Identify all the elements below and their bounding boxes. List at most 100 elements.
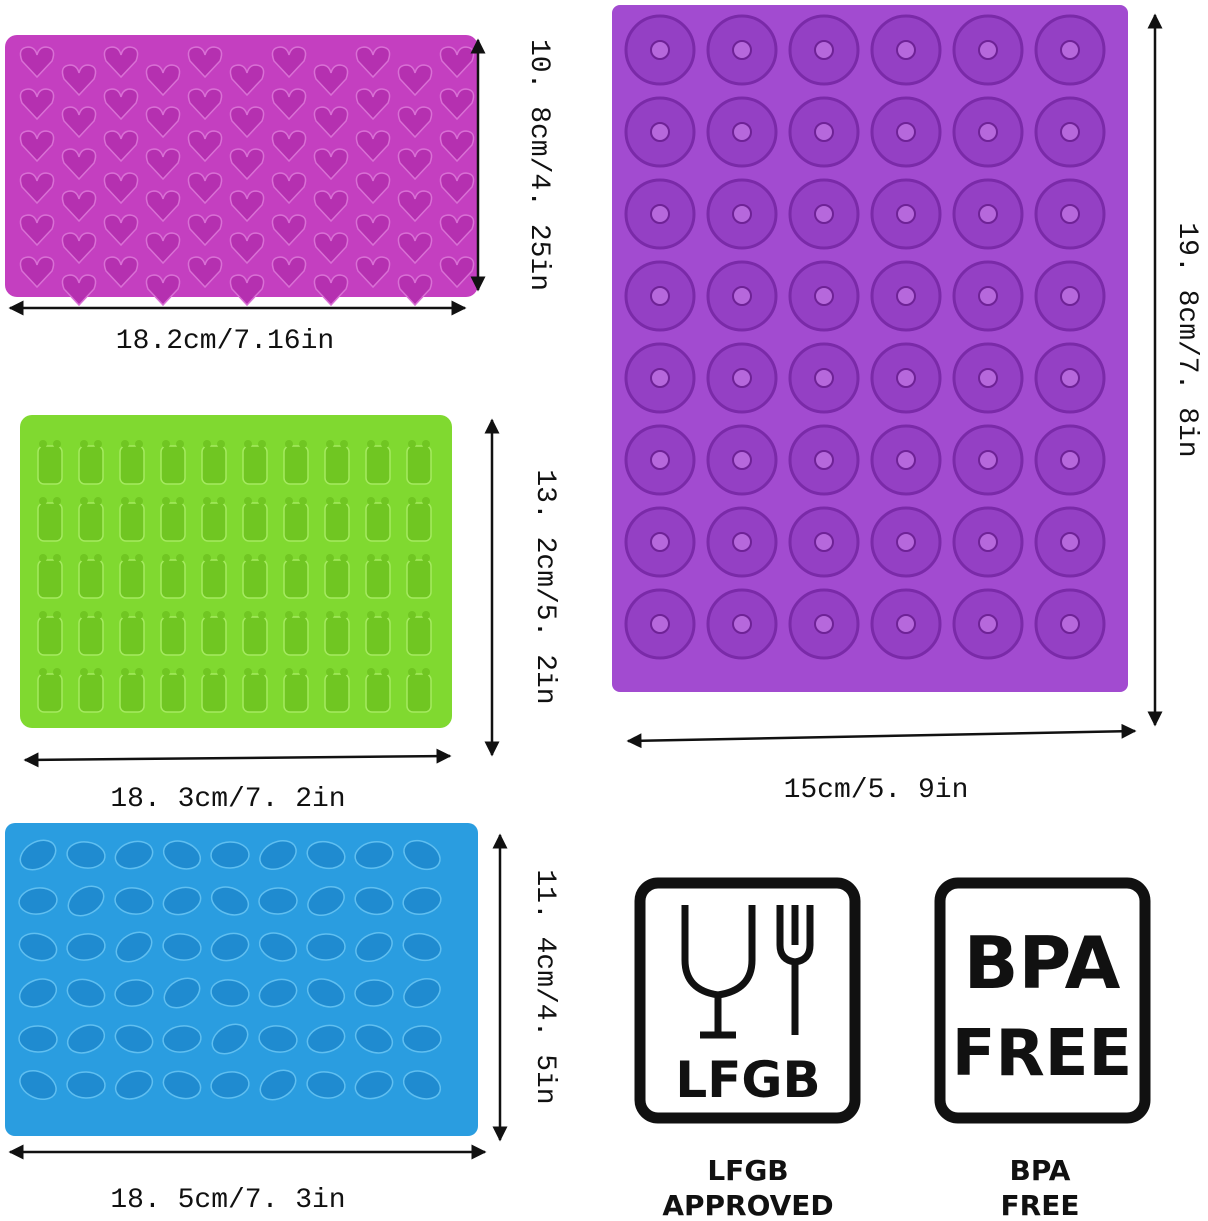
heart-cavity <box>61 106 97 139</box>
dino-cavity <box>402 886 442 916</box>
bear-ear <box>121 554 129 562</box>
heart-cavity <box>313 148 349 181</box>
bear-cavity <box>406 445 432 485</box>
dino-cavity <box>403 839 441 871</box>
bear-cavity <box>201 616 227 656</box>
dino-cavity <box>18 1025 58 1053</box>
heart-cavity <box>355 130 391 163</box>
dino-cavity <box>114 887 154 915</box>
bear-ear <box>244 611 252 619</box>
badge-icon-text: BPA <box>964 921 1121 1005</box>
bear-cavity <box>37 445 63 485</box>
donut-hole <box>814 40 834 60</box>
donut-hole <box>650 286 670 306</box>
bear-ear <box>258 497 266 505</box>
heart-cavity <box>271 46 307 79</box>
glass-icon <box>681 905 756 1039</box>
heart-cavity <box>397 106 433 139</box>
dino-cavity <box>403 977 441 1009</box>
heart-cavity <box>103 88 139 121</box>
bear-ear <box>217 440 225 448</box>
bear-ear <box>94 497 102 505</box>
bear-cavity <box>37 502 63 542</box>
bear-ear <box>285 554 293 562</box>
bear-ear <box>39 440 47 448</box>
heart-cavity <box>271 214 307 247</box>
bear-ear <box>422 611 430 619</box>
bear-cavity <box>283 616 309 656</box>
bear-cavity <box>119 559 145 599</box>
bear-ear <box>121 611 129 619</box>
bear-ear <box>217 554 225 562</box>
bear-ear <box>367 497 375 505</box>
heart-cavity <box>187 88 223 121</box>
heart-cavity <box>355 88 391 121</box>
bear-cavity <box>78 616 104 656</box>
heart-cavity <box>187 46 223 79</box>
bear-cavity <box>37 559 63 599</box>
bear-ear <box>340 497 348 505</box>
bear-ear <box>422 668 430 676</box>
heart-cavity <box>271 88 307 121</box>
bear-ear <box>285 611 293 619</box>
heart-cavity <box>229 274 265 307</box>
bear-cavity <box>201 445 227 485</box>
bear-cavity <box>283 673 309 713</box>
dino-cavity <box>210 979 250 1007</box>
bear-ear <box>176 497 184 505</box>
bear-cavity <box>37 616 63 656</box>
bear-ear <box>244 554 252 562</box>
heart-cavity <box>313 274 349 307</box>
donut-hole <box>650 122 670 142</box>
bear-cavity <box>365 616 391 656</box>
dino-cavity <box>210 886 250 916</box>
bear-cavity <box>160 616 186 656</box>
heart-cavity <box>397 232 433 265</box>
bear-ear <box>326 497 334 505</box>
bear-cavity <box>119 502 145 542</box>
bear-cavity <box>201 673 227 713</box>
donut-hole <box>1060 204 1080 224</box>
bear-ear <box>80 497 88 505</box>
dino-cavity <box>259 839 297 871</box>
bear-ear <box>80 611 88 619</box>
bear-ear <box>244 497 252 505</box>
bear-cavity <box>365 559 391 599</box>
bear-ear <box>408 668 416 676</box>
dino-cavity <box>114 979 154 1007</box>
dino-cavity <box>66 933 106 961</box>
bear-ear <box>299 497 307 505</box>
donut-hole <box>896 286 916 306</box>
bear-ear <box>326 554 334 562</box>
lfgb-badge: LFGB LFGB APPROVED <box>634 877 861 1221</box>
heart-cavity <box>313 232 349 265</box>
fork-icon <box>776 905 814 1035</box>
heart-cavity <box>145 190 181 223</box>
bear-ear <box>217 611 225 619</box>
donut-hole <box>1060 40 1080 60</box>
bear-ear <box>299 440 307 448</box>
bear-ear <box>217 497 225 505</box>
heart-cavity <box>145 274 181 307</box>
bear-cavity <box>78 445 104 485</box>
width-label: 18. 5cm/7. 3in <box>110 1185 345 1216</box>
heart-cavity <box>271 172 307 205</box>
dino-cavity <box>355 931 393 963</box>
badge-caption: APPROVED <box>662 1189 833 1221</box>
bear-cavity <box>324 445 350 485</box>
bear-cavity <box>160 673 186 713</box>
bear-ear <box>340 668 348 676</box>
heart-cavity <box>271 130 307 163</box>
bear-cavity <box>406 502 432 542</box>
bear-ear <box>285 440 293 448</box>
bear-cavity <box>365 673 391 713</box>
bear-ear <box>80 668 88 676</box>
dino-cavity <box>66 1071 106 1099</box>
bear-ear <box>135 440 143 448</box>
dino-cavity <box>354 1070 394 1100</box>
bear-ear <box>162 668 170 676</box>
bear-ear <box>53 554 61 562</box>
dino-cavity <box>114 1024 154 1054</box>
bear-ear <box>135 668 143 676</box>
bear-cavity <box>283 502 309 542</box>
